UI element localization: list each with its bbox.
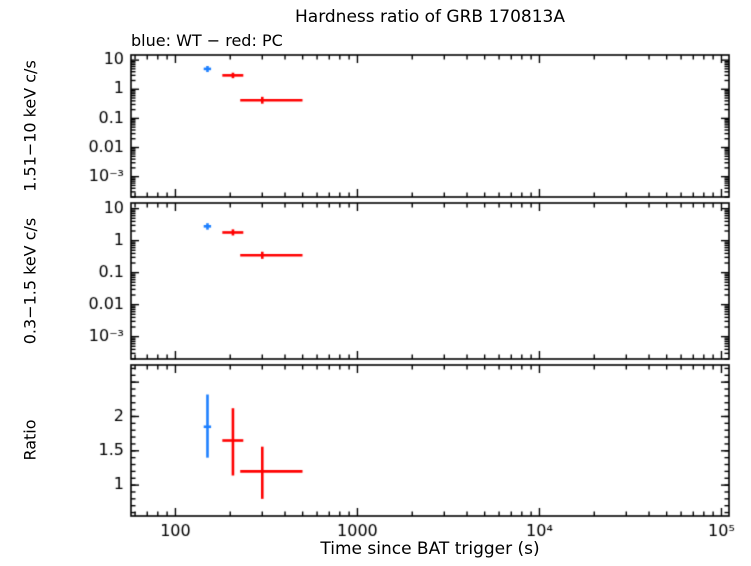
y-axis-label-hard-band: 1.51−10 keV c/s <box>20 60 40 192</box>
chart-title: Hardness ratio of GRB 170813A <box>295 7 565 27</box>
x-axis-label: Time since BAT trigger (s) <box>320 539 540 559</box>
y-axis-label-soft-band: 0.3−1.5 keV c/s <box>20 217 40 345</box>
y-axis-label-ratio: Ratio <box>20 419 40 461</box>
chart-legend-text: blue: WT − red: PC <box>131 31 283 50</box>
